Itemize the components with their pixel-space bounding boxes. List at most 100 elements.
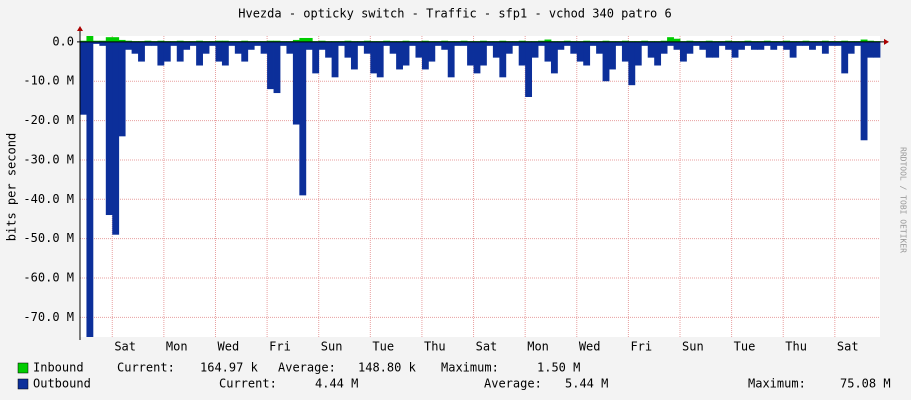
bar (318, 41, 326, 50)
legend-swatch (17, 362, 29, 374)
bar (667, 41, 674, 46)
bar (415, 41, 423, 58)
bar (841, 40, 849, 42)
bar (621, 40, 629, 42)
bar (344, 40, 352, 42)
bar (357, 41, 365, 46)
bar (421, 41, 429, 70)
bar (157, 41, 165, 66)
x-tick-label: Mon (166, 340, 188, 354)
y-tick-label: -40.0 M (23, 192, 74, 206)
bar (550, 41, 558, 74)
bar (305, 37, 313, 42)
bar (441, 40, 449, 42)
bar (80, 41, 87, 115)
bar (105, 37, 113, 42)
y-tick-label: -30.0 M (23, 152, 74, 166)
bar (841, 41, 849, 74)
bar (828, 41, 836, 46)
bar (796, 41, 803, 46)
bar (202, 41, 210, 54)
bar (802, 41, 810, 46)
legend-swatch (17, 378, 29, 390)
bar (763, 41, 771, 46)
bar (667, 37, 674, 42)
bar (660, 40, 668, 42)
x-tick-label: Wed (218, 340, 240, 354)
bar (267, 41, 274, 90)
bar (563, 40, 571, 42)
bar (460, 41, 468, 46)
bar (280, 41, 287, 46)
x-tick-label: Thu (424, 340, 446, 354)
bar (112, 37, 120, 42)
bar (750, 41, 758, 50)
bar (99, 41, 107, 46)
bar (505, 41, 513, 54)
bar (338, 41, 345, 46)
bar (299, 41, 307, 196)
bar (744, 41, 752, 46)
plot-area (80, 36, 880, 337)
bar (376, 41, 384, 78)
bar (615, 41, 623, 46)
bar (273, 41, 281, 94)
bar (609, 41, 616, 70)
bar (692, 41, 700, 46)
bar (583, 40, 591, 42)
bar (460, 40, 468, 42)
bar (170, 41, 178, 46)
bar (402, 41, 410, 66)
x-tick-label: Tue (372, 340, 394, 354)
legend-stat-label: Maximum: (441, 361, 499, 375)
legend-stat-label: Current: (219, 377, 277, 391)
bar (834, 41, 842, 46)
bar (80, 40, 87, 42)
bar (847, 41, 855, 54)
bar (634, 41, 642, 66)
bar (531, 41, 539, 58)
y-tick-label: 0.0 (52, 34, 74, 48)
bar (241, 41, 249, 62)
bar (557, 41, 565, 50)
bar (480, 41, 487, 66)
legend-label: Inbound (33, 361, 84, 375)
bar (370, 41, 378, 74)
bar (305, 41, 313, 50)
bar (686, 40, 694, 42)
bar (267, 40, 274, 42)
bar (92, 40, 100, 42)
bar (118, 41, 126, 137)
bar (467, 41, 474, 66)
bar (421, 40, 429, 42)
bar (86, 41, 94, 337)
bar (492, 41, 500, 58)
bar (228, 41, 236, 46)
bar (873, 41, 881, 58)
x-tick-label: Wed (579, 340, 601, 354)
bar (705, 41, 713, 58)
bar (538, 40, 545, 42)
legend-stat-value: 4.44 M (315, 377, 358, 391)
bar (712, 41, 720, 58)
bar (673, 41, 681, 50)
bar (176, 40, 184, 42)
bar (318, 40, 326, 42)
x-tick-label: Sun (321, 340, 343, 354)
bar (196, 41, 203, 66)
bar (441, 41, 449, 50)
bar (92, 41, 100, 44)
bar (854, 41, 862, 46)
bar (583, 41, 591, 66)
bar (299, 37, 307, 42)
y-tick-label: -70.0 M (23, 310, 74, 324)
bar (512, 41, 520, 46)
watermark: RRDTOOL / TOBI OETIKER (899, 147, 908, 253)
bar (247, 41, 255, 50)
bar (602, 41, 610, 82)
bar (783, 40, 791, 42)
bar (434, 41, 442, 46)
bar (499, 41, 507, 78)
bar (241, 40, 249, 42)
legend-stat-value: 1.50 M (537, 361, 580, 375)
